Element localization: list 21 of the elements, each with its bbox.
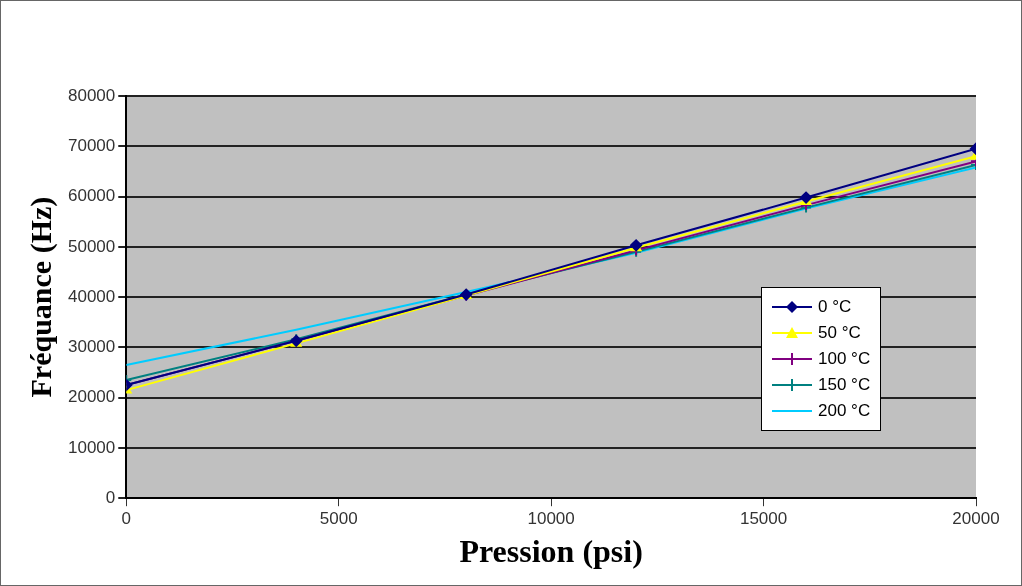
y-tick-label: 80000: [67, 85, 116, 105]
y-tick-label: 40000: [67, 286, 116, 306]
y-tick-label: 60000: [67, 186, 116, 206]
y-tick-label: 10000: [67, 437, 116, 457]
x-tick-label: 0: [121, 509, 132, 529]
x-axis-title: Pression (psi): [459, 533, 643, 570]
x-tick-label: 15000: [739, 509, 788, 529]
legend-label: 200 °C: [818, 401, 871, 422]
x-tick-label: 5000: [319, 509, 358, 529]
y-tick-label: 50000: [67, 236, 116, 256]
legend-label: 100 °C: [818, 349, 871, 370]
y-axis-title: Fréquance (Hz): [23, 196, 58, 398]
y-tick-label: 70000: [67, 135, 116, 155]
x-tick-label: 10000: [527, 509, 575, 529]
legend-label: 50 °C: [818, 323, 861, 344]
y-tick-label: 20000: [67, 387, 116, 407]
legend-label: 0 °C: [818, 297, 852, 318]
legend-label: 150 °C: [818, 375, 871, 396]
y-tick-label: 30000: [67, 337, 116, 357]
y-tick-label: 0: [105, 487, 116, 507]
x-tick-label: 20000: [952, 509, 1000, 529]
